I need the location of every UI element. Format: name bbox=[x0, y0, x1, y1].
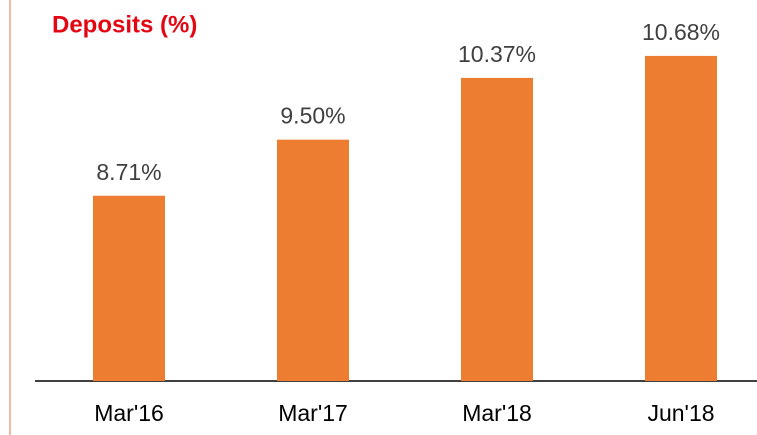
data-label: 10.68% bbox=[642, 19, 720, 45]
x-tick-label: Mar'16 bbox=[94, 400, 164, 426]
x-tick-label: Mar'18 bbox=[462, 400, 532, 426]
bar bbox=[645, 55, 717, 382]
data-label: 8.71% bbox=[96, 159, 161, 185]
data-label: 10.37% bbox=[458, 41, 536, 67]
chart-title: Deposits (%) bbox=[52, 11, 197, 38]
bar bbox=[277, 139, 349, 381]
x-tick-label: Mar'17 bbox=[278, 400, 348, 426]
data-label: 9.50% bbox=[280, 103, 345, 129]
x-tick-label: Jun'18 bbox=[647, 400, 714, 426]
bar bbox=[461, 77, 533, 381]
bar bbox=[93, 195, 165, 381]
